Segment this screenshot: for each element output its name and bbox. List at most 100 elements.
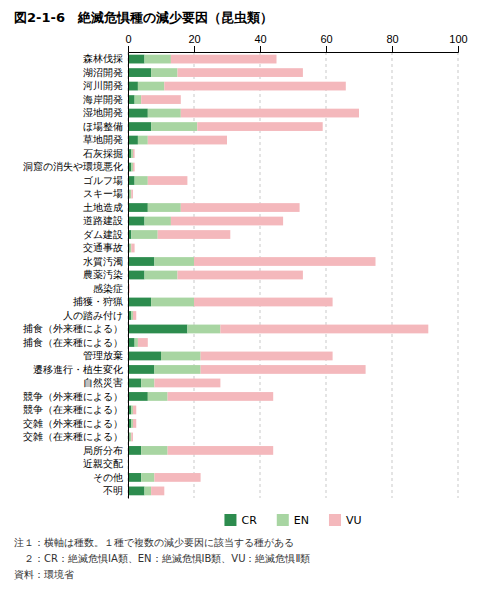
- bar: [128, 109, 148, 118]
- y-tick: 捕獲・狩猟: [73, 296, 128, 307]
- y-tick-label: 交雑（在来種による）: [23, 431, 123, 442]
- y-tick-label: 捕獲・狩猟: [73, 296, 123, 307]
- y-tick: 海岸開発: [83, 94, 128, 105]
- x-tick: 100: [449, 33, 467, 52]
- y-tick-label: 捕食（在来種による）: [23, 337, 123, 348]
- y-tick: 人の踏み付け: [63, 310, 128, 321]
- y-tick: スキー場: [83, 188, 128, 199]
- bar: [148, 176, 188, 185]
- bar: [145, 271, 178, 280]
- legend-item: VU: [329, 514, 362, 527]
- legend: CR EN VU: [224, 514, 361, 527]
- bar: [151, 487, 164, 496]
- y-tick-label: 水質汚濁: [83, 256, 123, 267]
- title: 図2-1-6 絶滅危惧種の減少要因（昆虫類）: [14, 10, 273, 25]
- x-tick: 20: [188, 33, 200, 52]
- grid-line: [458, 52, 459, 498]
- x-tick-label: 80: [386, 33, 398, 45]
- y-tick: 洞窟の消失や環境悪化: [23, 161, 128, 172]
- y-tick-label: 湿地開発: [83, 107, 123, 118]
- bar: [220, 325, 428, 334]
- bar: [181, 109, 359, 118]
- bar: [135, 95, 142, 104]
- bar: [145, 217, 171, 226]
- y-tick: 交雑（在来種による）: [23, 431, 128, 442]
- notes: 注１：横軸は種数。１種で複数の減少要因に該当する種がある ２：CR：絶滅危惧ⅠA…: [14, 537, 310, 580]
- x-tick-mark: [194, 46, 195, 52]
- y-tick: 感染症: [93, 283, 128, 294]
- y-tick: ダム建設: [83, 229, 128, 240]
- y-tick: 捕食（在来種による）: [23, 337, 128, 348]
- bar: [151, 68, 177, 77]
- bar: [131, 149, 133, 158]
- bar: [128, 298, 151, 307]
- bar: [128, 203, 148, 212]
- bar: [148, 136, 227, 145]
- y-tick-label: 石灰採掘: [83, 148, 123, 159]
- x-tick-mark: [392, 46, 393, 52]
- y-tick-label: その他: [93, 472, 123, 483]
- y-tick: 近親交配: [83, 458, 128, 469]
- bar: [164, 82, 345, 91]
- y-tick: 競争（在来種による）: [23, 404, 128, 415]
- x-tick-label: 60: [320, 33, 332, 45]
- y-tick-label: 湖沼開発: [83, 67, 123, 78]
- bar: [131, 406, 133, 415]
- x-tick-label: 0: [125, 33, 131, 45]
- bar: [133, 311, 136, 320]
- grid: [128, 52, 458, 498]
- y-tick-label: 草地開発: [83, 134, 123, 145]
- x-tick: 80: [386, 33, 398, 52]
- bar: [171, 217, 283, 226]
- bar: [128, 365, 154, 374]
- bar: [168, 392, 274, 401]
- y-tick-label: 感染症: [93, 283, 123, 294]
- y-tick: 捕食（外来種による）: [23, 323, 128, 334]
- bar: [128, 217, 145, 226]
- y-tick: 土地造成: [83, 202, 128, 213]
- legend-item: CR: [224, 514, 257, 527]
- bar: [154, 365, 200, 374]
- bar: [128, 352, 161, 361]
- bar: [138, 136, 148, 145]
- y-tick: 石灰採掘: [83, 148, 128, 159]
- y-tick-label: 不明: [103, 485, 123, 496]
- y-tick: 森林伐採: [83, 53, 128, 64]
- legend-item: EN: [277, 514, 309, 527]
- x-tick-mark: [326, 46, 327, 52]
- y-tick: 草地開発: [83, 134, 128, 145]
- bar: [171, 55, 277, 64]
- bar: [151, 298, 194, 307]
- note: 資料：環境省: [14, 569, 74, 580]
- x-tick: 40: [254, 33, 266, 52]
- y-tick: 不明: [103, 485, 128, 496]
- bar: [148, 109, 181, 118]
- bar: [158, 230, 231, 239]
- bar: [131, 419, 133, 428]
- x-axis-line: [129, 46, 459, 53]
- x-tick-label: 40: [254, 33, 266, 45]
- bar: [201, 365, 366, 374]
- y-tick: 競争（外来種による）: [23, 391, 128, 402]
- bar: [135, 338, 138, 347]
- bar: [128, 122, 151, 131]
- bar: [131, 190, 133, 199]
- y-tick-label: 遷移進行・植生変化: [33, 364, 123, 375]
- y-tick: 交通事故: [83, 242, 128, 253]
- bar: [141, 473, 154, 482]
- y-tick-label: 近親交配: [83, 458, 123, 469]
- bar: [187, 325, 220, 334]
- bar: [128, 446, 141, 455]
- y-tick-label: 森林伐採: [83, 53, 123, 64]
- x-tick-mark: [128, 46, 129, 52]
- legend-label: VU: [346, 514, 362, 527]
- grid-line: [326, 52, 327, 498]
- bar: [138, 338, 148, 347]
- bar: [130, 433, 132, 442]
- y-tick-label: 海岸開発: [83, 94, 123, 105]
- y-tick: 管理放棄: [83, 350, 128, 361]
- y-tick: 河川開発: [83, 80, 128, 91]
- y-tick-label: ダム建設: [83, 229, 123, 240]
- legend-swatch: [329, 514, 341, 526]
- note: 注１：横軸は種数。１種で複数の減少要因に該当する種がある: [14, 537, 294, 548]
